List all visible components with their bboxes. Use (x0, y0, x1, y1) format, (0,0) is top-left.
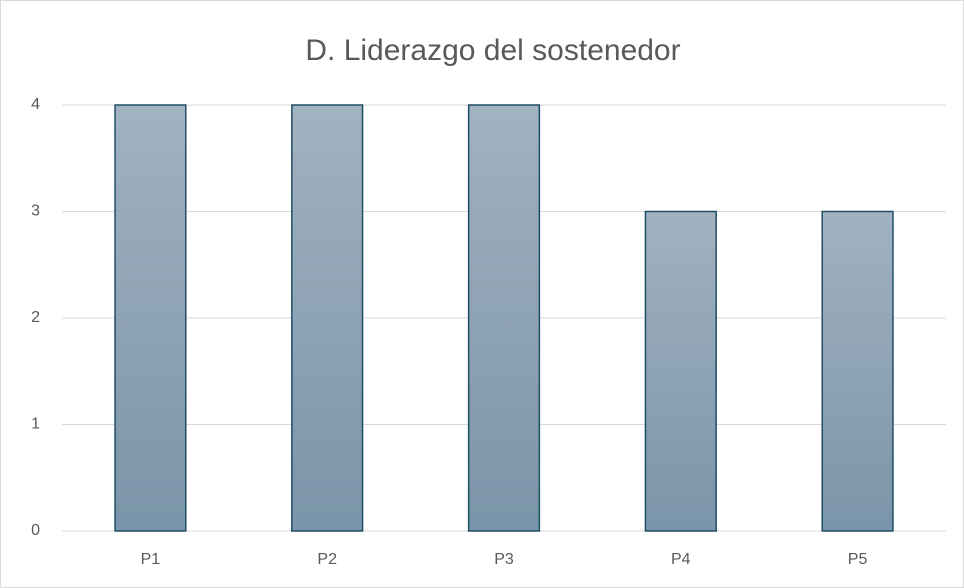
y-tick-label: 4 (31, 96, 40, 113)
y-tick-label: 1 (31, 416, 40, 433)
x-tick-label: P2 (317, 551, 337, 568)
x-tick-label: P5 (848, 551, 868, 568)
y-tick-label: 2 (31, 309, 40, 326)
bar (291, 104, 364, 532)
chart-title: D. Liderazgo del sostenedor (305, 34, 680, 67)
x-tick-label: P1 (141, 551, 161, 568)
bar (821, 210, 894, 532)
x-tick-label: P3 (494, 551, 514, 568)
bar (644, 210, 717, 532)
y-tick-label: 3 (31, 203, 40, 220)
y-tick-label: 0 (31, 522, 40, 539)
x-tick-label: P4 (671, 551, 691, 568)
bar (114, 104, 187, 532)
bar (467, 104, 541, 532)
